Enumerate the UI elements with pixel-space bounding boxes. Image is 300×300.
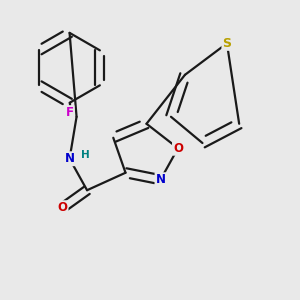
Text: N: N — [155, 173, 166, 186]
Text: O: O — [58, 201, 68, 214]
Text: N: N — [64, 152, 75, 165]
Text: S: S — [222, 37, 231, 50]
Text: H: H — [81, 150, 90, 160]
Text: F: F — [66, 106, 74, 119]
Text: O: O — [173, 142, 183, 155]
